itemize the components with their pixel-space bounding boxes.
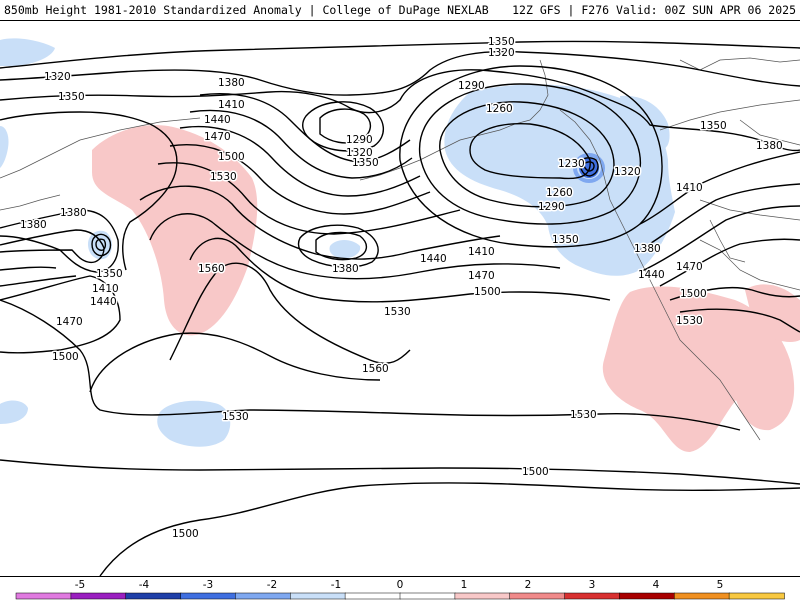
colorbar: -5 -4 -3 -2 -1 0 1 2 3 4 5 (15, 579, 785, 600)
contour-label: 1440 (90, 296, 117, 308)
colorbar-swatch (125, 592, 182, 600)
contour-label: 1500 (680, 288, 707, 300)
colorbar-swatch (564, 592, 621, 600)
contour-label: 1530 (570, 409, 597, 421)
colorbar-tick-label: -4 (139, 579, 150, 591)
colorbar-swatch (619, 592, 676, 600)
coastlines (0, 57, 800, 441)
contour-label: 1410 (92, 283, 119, 295)
colorbar-tick-label: 2 (525, 579, 532, 591)
colorbar-tick-label: 0 (397, 579, 404, 591)
colorbar-tick-label: -1 (331, 579, 341, 591)
contour-label: 1320 (44, 71, 71, 83)
contour-label: 1410 (218, 99, 245, 111)
negative-anomaly-topleft (0, 38, 55, 66)
contour-label: 1470 (204, 131, 231, 143)
negative-anomaly-center (329, 240, 361, 259)
positive-anomaly-east (745, 284, 800, 342)
contour-label: 1320 (614, 166, 641, 178)
negative-anomaly-northeast (444, 84, 675, 276)
contour-label: 1500 (218, 151, 245, 163)
contour-labels: 1350 1320 1320 1350 1380 1410 1440 1470 … (19, 35, 785, 542)
colorbar-swatch (454, 592, 511, 600)
negative-anomaly-west-edge (0, 126, 9, 168)
contour-label: 1500 (52, 351, 79, 363)
colorbar-tick-label: 5 (717, 579, 724, 591)
contour-label: 1500 (474, 286, 501, 298)
contour-label: 1560 (362, 363, 389, 375)
contour-label: 1260 (546, 187, 573, 199)
contour-label: 1380 (60, 207, 87, 219)
contour-label: 1380 (756, 140, 783, 152)
map-title: 850mb Height 1981-2010 Standardized Anom… (4, 3, 489, 17)
colorbar-ticks: -5 -4 -3 -2 -1 0 1 2 3 4 5 (75, 579, 724, 591)
colorbar-tick-label: -5 (75, 579, 85, 591)
colorbar-tick-label: -3 (203, 579, 213, 591)
contour-label: 1500 (522, 466, 549, 478)
anomaly-shading (0, 38, 800, 452)
anomaly-map: 1350 1320 1320 1350 1380 1410 1440 1470 … (0, 35, 800, 577)
contour-label: 1530 (676, 315, 703, 327)
height-contours (0, 40, 800, 576)
positive-anomaly-central (92, 125, 258, 336)
colorbar-swatch (509, 592, 566, 600)
contour-label: 1260 (486, 103, 513, 115)
map-header: 850mb Height 1981-2010 Standardized Anom… (0, 0, 800, 21)
contour-label: 1440 (204, 114, 231, 126)
contour-label: 1380 (218, 77, 245, 89)
contour-label: 1530 (384, 306, 411, 318)
colorbar-swatch (235, 592, 292, 600)
contour-label: 1410 (468, 246, 495, 258)
colorbar-swatch (674, 592, 730, 600)
colorbar-swatch (344, 592, 401, 600)
contour-label: 1440 (638, 269, 665, 281)
contour-label: 1530 (222, 411, 249, 423)
contour-label: 1350 (96, 268, 123, 280)
contour-label: 1380 (20, 219, 47, 231)
negative-anomaly-southwest (0, 400, 28, 424)
colorbar-tick-label: 3 (589, 579, 596, 591)
contour-label: 1470 (468, 270, 495, 282)
valid-time: 12Z GFS | F276 Valid: 00Z SUN APR 06 202… (512, 3, 796, 17)
contour-label: 1470 (676, 261, 703, 273)
colorbar-swatch (15, 592, 72, 600)
contour-label: 1380 (634, 243, 661, 255)
contour-label: 1350 (700, 120, 727, 132)
colorbar-tick-label: 4 (653, 579, 660, 591)
contour-label: 1230 (558, 158, 585, 170)
colorbar-swatch (290, 592, 346, 600)
contour-label: 1290 (458, 80, 485, 92)
contour-label: 1470 (56, 316, 83, 328)
contour-label: 1320 (488, 47, 515, 59)
colorbar-swatches (15, 592, 785, 600)
contour-label: 1350 (58, 91, 85, 103)
colorbar-tick-label: -2 (267, 579, 277, 591)
contour-label: 1320 (346, 147, 373, 159)
contour-label: 1410 (676, 182, 703, 194)
positive-anomaly-southeast (602, 286, 795, 452)
colorbar-swatch (399, 592, 456, 600)
contour-label: 1500 (172, 528, 199, 540)
contour-label: 1290 (538, 201, 565, 213)
contour-label: 1530 (210, 171, 237, 183)
contour-label: 1350 (352, 157, 379, 169)
colorbar-swatch (180, 592, 237, 600)
contour-label: 1350 (552, 234, 579, 246)
moderate-negative-core (573, 153, 605, 183)
contour-label: 1380 (332, 263, 359, 275)
colorbar-swatch (728, 592, 785, 600)
contour-label: 1290 (346, 134, 373, 146)
colorbar-tick-label: 1 (461, 579, 468, 591)
contour-label: 1440 (420, 253, 447, 265)
contour-label: 1350 (488, 36, 515, 48)
colorbar-swatch (70, 592, 127, 600)
contour-label: 1560 (198, 263, 225, 275)
contour-label: 1410 (676, 182, 703, 194)
negative-anomaly-south (157, 400, 231, 447)
